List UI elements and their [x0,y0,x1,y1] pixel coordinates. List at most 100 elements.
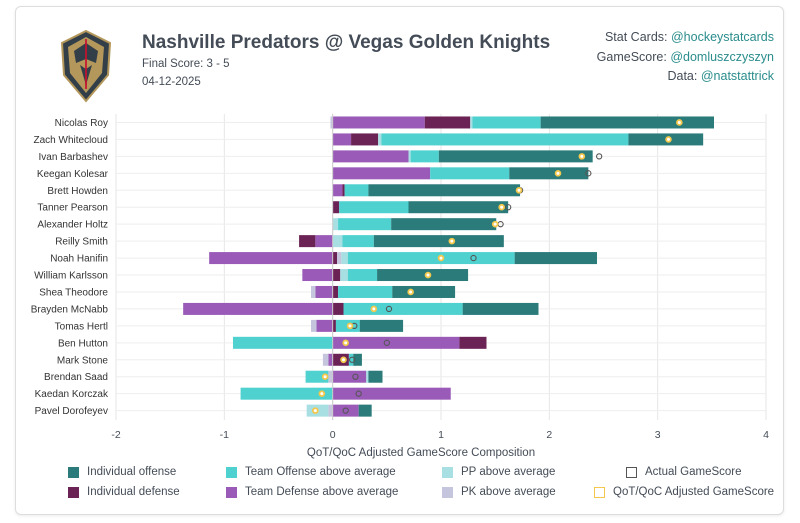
bar-segment-team-offense [348,353,354,366]
bar-segment-individual-defense [332,319,336,332]
adjusted-gamescore-marker [424,271,432,279]
legend-item-pk: PK above average [442,486,556,498]
actual-gamescore-marker [352,373,359,380]
player-label: Mark Stone [57,355,109,366]
bar-segment-individual-defense [332,285,339,298]
credit-handle[interactable]: @domluszczyszyn [670,50,774,64]
game-date: 04-12-2025 [142,76,201,88]
adjusted-gamescore-marker [554,170,562,177]
legend-label: PK above average [461,486,556,498]
bar-segment-team-defense [183,302,333,315]
bar-segment-team-defense [315,285,333,298]
legend-swatch [68,466,79,478]
actual-gamescore-marker [355,390,362,397]
actual-gamescore-marker [585,170,592,177]
bar-segment-pp [341,252,348,265]
bar-segment-pk [328,370,333,383]
bar-segment-team-offense [339,201,409,214]
bar-segment-team-offense [410,150,439,163]
credit-label: GameScore: [596,50,667,64]
bar-segment-pp [366,370,369,383]
x-axis-label: QoT/QoC Adjusted GameScore Composition [307,447,535,459]
bar-segment-pk [311,319,317,332]
bar-segment-team-defense [332,116,425,129]
credit-gamescore: GameScore: @domluszczyszyn [597,50,774,64]
player-label: Brett Howden [47,186,108,197]
bar-segment-individual-offense [540,116,714,129]
bar-segment-pp [470,116,473,129]
credit-handle[interactable]: @natstattrick [700,69,774,83]
bar-segment-individual-offense [462,302,539,315]
adjusted-gamescore-marker [498,203,505,211]
adjusted-gamescore-marker [578,153,586,160]
bar-segment-pp [378,133,382,146]
bar-segment-team-offense [381,133,629,146]
bar-segment-pk [337,252,342,265]
legend-label: Individual defense [87,486,180,498]
player-label: Ivan Barbashev [39,152,109,163]
bar-segment-team-defense [332,336,460,349]
bar-segment-individual-offense [368,370,383,383]
player-label: Tanner Pearson [37,203,108,214]
player-label: Tomas Hertl [55,321,108,332]
player-label: Alexander Holtz [37,220,108,231]
bar-segment-individual-defense [424,116,471,129]
legend-label: Actual GameScore [645,466,742,478]
legend-swatch [442,466,453,478]
player-label: Nicolas Roy [55,118,108,129]
bar-segment-pk [322,353,329,366]
credit-label: Data: [667,69,698,83]
actual-gamescore-marker [342,407,349,414]
adjusted-gamescore-marker [437,254,445,262]
player-label: Shea Theodore [39,287,108,298]
bar-segment-team-defense [332,184,343,197]
credit-label: Stat Cards: [604,30,668,44]
bar-segment-team-defense [332,167,431,180]
bar-segment-individual-offense [514,252,597,265]
bar-segment-individual-offense [377,269,469,282]
credit-stat-cards: Stat Cards: @hockeystatcards [605,30,774,44]
legend-label: Team Offense above average [245,466,396,478]
legend-swatch [594,486,605,498]
adjusted-gamescore-marker [342,339,349,347]
player-label: Ben Hutton [58,338,108,349]
bar-segment-team-defense [332,404,359,417]
bar-segment-pp [332,218,339,231]
legend-swatch [226,486,237,498]
bar-segment-team-defense [332,150,409,163]
legend-item-team-defense: Team Defense above average [226,486,398,498]
adjusted-gamescore-marker [448,237,456,245]
actual-gamescore-marker [505,204,512,211]
bar-segment-team-offense [240,387,333,400]
bar-segment-team-offense [233,336,333,349]
actual-gamescore-marker [470,254,477,262]
legend-label: QoT/QoC Adjusted GameScore [613,486,775,498]
bar-segment-pp [332,235,343,248]
bar-segment-individual-offense [373,235,504,248]
bar-segment-individual-defense [332,302,344,315]
x-tick-label: 4 [763,429,769,441]
bar-segment-individual-offense [359,319,404,332]
player-label: Noah Hanifin [50,254,108,265]
adjusted-gamescore-marker [340,356,347,364]
player-label: Pavel Dorofeyev [35,406,108,417]
bar-segment-individual-defense [342,184,345,197]
bar-segment-team-defense [328,353,333,366]
player-label: Kaedan Korczak [35,389,109,400]
bar-segment-individual-offense [408,201,509,214]
bar-segment-team-offense [344,184,369,197]
bar-segment-team-offense [305,370,329,383]
credit-handle[interactable]: @hockeystatcards [670,30,774,44]
bar-segment-individual-defense [332,269,341,282]
bar-segment-team-defense [302,269,333,282]
adjusted-gamescore-marker [407,288,414,296]
actual-gamescore-marker [383,339,390,346]
bar-segment-individual-offense [391,218,497,231]
legend-item-pp: PP above average [442,466,555,478]
team-logo [60,29,112,103]
bar-segment-individual-defense [332,252,337,265]
player-label: Brendan Saad [44,372,108,383]
x-tick-label: -2 [111,429,120,441]
bar-segment-pp [408,150,411,163]
